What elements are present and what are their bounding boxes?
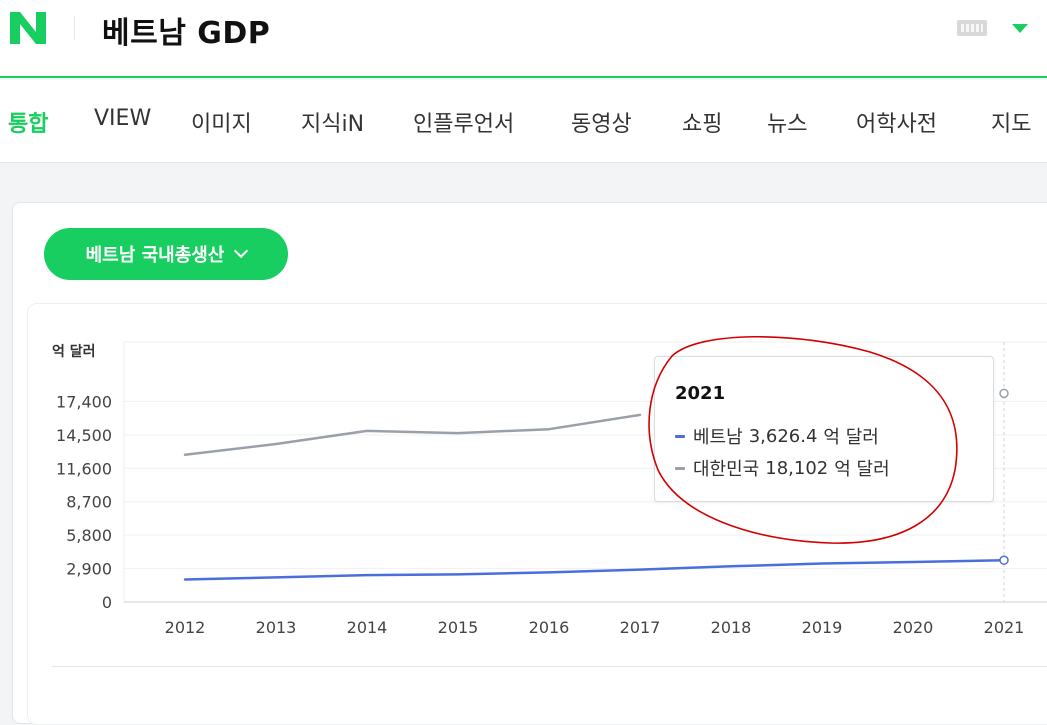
indicator-select-label: 베트남 국내총생산 [85, 245, 225, 266]
tab-shopping[interactable]: 쇼핑 [682, 112, 723, 137]
tab-view[interactable]: VIEW [94, 106, 152, 131]
chart-tooltip: 2021 베트남 3,626.4 억 달러 대한민국 18,102 억 달러 [654, 356, 994, 502]
legend-dash-icon [675, 466, 685, 470]
tab-images[interactable]: 이미지 [191, 112, 252, 137]
tab-video[interactable]: 동영상 [571, 112, 632, 137]
tooltip-series-unit: 억 달러 [834, 459, 890, 480]
indicator-select-button[interactable]: 베트남 국내총생산 [44, 228, 288, 280]
legend-dash-icon [675, 434, 685, 438]
tooltip-series-value: 18,102 [765, 457, 829, 479]
tooltip-series-value: 3,626.4 [748, 425, 818, 447]
caret-down-icon[interactable] [1012, 24, 1028, 33]
chevron-down-icon [234, 243, 249, 259]
naver-logo-icon[interactable] [8, 10, 48, 46]
card-bottom-divider [52, 666, 1047, 667]
search-header: 베트남 GDP [0, 0, 1047, 78]
tooltip-row-vietnam: 베트남 3,626.4 억 달러 [675, 423, 879, 449]
tooltip-series-name: 대한민국 [693, 459, 760, 480]
search-query[interactable]: 베트남 GDP [102, 16, 271, 51]
tab-integrated[interactable]: 통합 [8, 112, 49, 137]
tab-dictionary[interactable]: 어학사전 [856, 112, 937, 137]
tooltip-series-name: 베트남 [693, 427, 743, 448]
header-divider [74, 16, 75, 40]
tooltip-year: 2021 [675, 383, 726, 404]
tooltip-row-korea: 대한민국 18,102 억 달러 [675, 455, 890, 481]
tab-map[interactable]: 지도 [991, 112, 1032, 137]
search-tabs: 통합 VIEW 이미지 지식iN 인플루언서 동영상 쇼핑 뉴스 어학사전 지도 [0, 80, 1047, 163]
keyboard-icon[interactable] [957, 20, 987, 36]
tab-news[interactable]: 뉴스 [767, 112, 808, 137]
tab-knowledge-in[interactable]: 지식iN [301, 112, 365, 137]
tab-influencer[interactable]: 인플루언서 [413, 112, 515, 137]
tooltip-series-unit: 억 달러 [823, 427, 879, 448]
